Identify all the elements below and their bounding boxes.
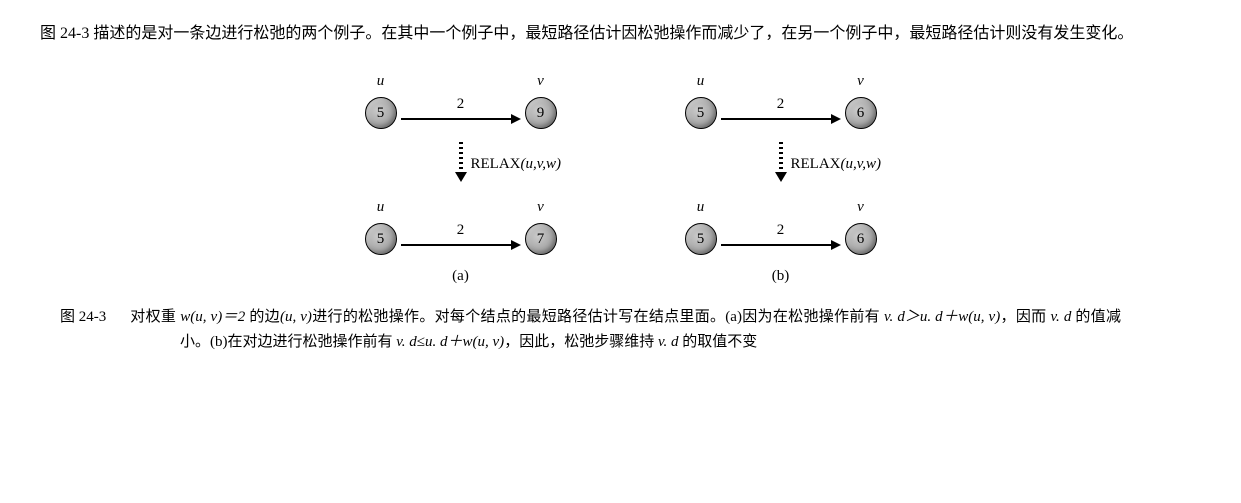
graph-before-a: u 5 2 v 9 [361, 69, 561, 129]
edge-group: 2 [721, 91, 841, 124]
relax-label: RELAX(u,v,w) [471, 151, 562, 178]
node-label-v: v [857, 68, 864, 95]
dotted-arrow-icon [775, 142, 787, 182]
node-u-group: u 5 [361, 194, 401, 255]
node-u: 5 [685, 223, 717, 255]
figure-caption: 图 24-3对权重 w(u, v)＝2 的边(u, v)进行的松弛操作。对每个结… [120, 305, 1121, 356]
node-label-v: v [537, 68, 544, 95]
relax-row-b: RELAX(u,v,w) [681, 137, 881, 187]
relax-fn: RELAX [791, 156, 841, 172]
caption-m5: v. d≤u. d＋w(u, v) [396, 334, 504, 350]
caption-m1: w(u, v)＝2 [180, 309, 245, 325]
caption-m2: (u, v) [280, 309, 312, 325]
node-v-group: v 6 [841, 194, 881, 255]
node-v: 9 [525, 97, 557, 129]
subcaption-b: (b) [772, 263, 790, 290]
edge-arrow-icon [721, 240, 841, 250]
relax-args: (u,v,w) [841, 156, 882, 172]
figure: u 5 2 v 9 RELAX(u,v,w) u 5 2 [40, 69, 1201, 290]
caption-p4: ，因而 [1000, 309, 1050, 325]
node-u: 5 [365, 223, 397, 255]
node-u: 5 [365, 97, 397, 129]
subfigure-a: u 5 2 v 9 RELAX(u,v,w) u 5 2 [361, 69, 561, 290]
edge-group: 2 [401, 91, 521, 124]
relax-label: RELAX(u,v,w) [791, 151, 882, 178]
edge-group: 2 [721, 217, 841, 250]
node-label-u: u [377, 194, 385, 221]
subcaption-a: (a) [452, 263, 469, 290]
caption-p1: 对权重 [130, 309, 180, 325]
edge-group: 2 [401, 217, 521, 250]
subfigure-b: u 5 2 v 6 RELAX(u,v,w) u 5 2 [681, 69, 881, 290]
node-v: 7 [525, 223, 557, 255]
relax-args: (u,v,w) [521, 156, 562, 172]
caption-p6: ，因此，松弛步骤维持 [504, 334, 658, 350]
graph-after-a: u 5 2 v 7 [361, 195, 561, 255]
graph-before-b: u 5 2 v 6 [681, 69, 881, 129]
dotted-arrow-icon [455, 142, 467, 182]
caption-p7: 的取值不变 [679, 334, 758, 350]
caption-m4: v. d [1050, 309, 1071, 325]
graph-after-b: u 5 2 v 6 [681, 195, 881, 255]
node-v: 6 [845, 223, 877, 255]
caption-m3: v. d＞u. d＋w(u, v) [884, 309, 1000, 325]
node-v-group: v 6 [841, 68, 881, 129]
node-label-u: u [697, 68, 705, 95]
node-u-group: u 5 [681, 68, 721, 129]
node-v-group: v 9 [521, 68, 561, 129]
relax-fn: RELAX [471, 156, 521, 172]
node-u: 5 [685, 97, 717, 129]
caption-p3: 进行的松弛操作。对每个结点的最短路径估计写在结点里面。(a)因为在松弛操作前有 [312, 309, 884, 325]
edge-arrow-icon [401, 240, 521, 250]
node-label-v: v [537, 194, 544, 221]
node-u-group: u 5 [361, 68, 401, 129]
node-v: 6 [845, 97, 877, 129]
relax-row-a: RELAX(u,v,w) [361, 137, 561, 187]
node-label-u: u [377, 68, 385, 95]
edge-arrow-icon [721, 114, 841, 124]
intro-paragraph: 图 24-3 描述的是对一条边进行松弛的两个例子。在其中一个例子中，最短路径估计… [40, 20, 1201, 49]
caption-p2: 的边 [245, 309, 280, 325]
node-label-v: v [857, 194, 864, 221]
caption-m6: v. d [658, 334, 679, 350]
node-label-u: u [697, 194, 705, 221]
edge-arrow-icon [401, 114, 521, 124]
node-u-group: u 5 [681, 194, 721, 255]
node-v-group: v 7 [521, 194, 561, 255]
